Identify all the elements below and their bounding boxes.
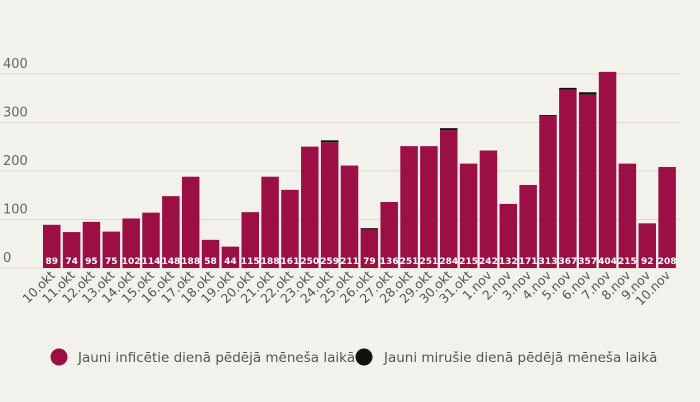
bar-value-label: 208: [658, 257, 677, 267]
bar-value-label: 161: [281, 257, 300, 267]
bar-value-label: 251: [400, 257, 419, 267]
legend-label: Jauni mirušie dienā pēdējā mēneša laikā: [383, 350, 657, 366]
bar-value-label: 74: [65, 257, 78, 267]
bar-infected: [320, 142, 339, 268]
bar-infected: [479, 150, 498, 268]
bar-value-label: 79: [363, 257, 376, 267]
bar-infected: [201, 239, 220, 268]
bar-value-label: 58: [204, 257, 217, 267]
legend-swatch: [355, 348, 373, 366]
bar-infected: [440, 130, 458, 268]
bar-infected: [142, 212, 160, 268]
x-axis-labels: 10.okt11.okt12.okt13.okt14.okt15.okt16.o…: [19, 267, 673, 308]
bar-infected: [102, 231, 121, 268]
bar-deaths: [440, 128, 458, 131]
bar-value-label: 148: [161, 257, 180, 267]
bar-value-label: 89: [45, 257, 58, 267]
bar-infected: [281, 189, 299, 268]
bar-value-label: 114: [142, 257, 161, 267]
bar-value-label: 215: [459, 257, 478, 267]
bar-deaths: [539, 115, 557, 117]
legend-item: Jauni mirušie dienā pēdējā mēneša laikā: [355, 348, 657, 366]
y-axis-ticks: 0 100 200 300 400: [3, 57, 28, 266]
bar-infected: [459, 163, 478, 268]
bar-infected: [241, 212, 259, 268]
bar-value-label: 188: [181, 257, 200, 267]
bar-infected: [380, 201, 398, 268]
bars: [43, 71, 676, 268]
bar-value-label: 102: [122, 257, 141, 267]
bar-value-label: 357: [578, 257, 597, 267]
gridlines: [0, 73, 680, 269]
bar-infected: [43, 224, 61, 268]
y-tick-label: 100: [3, 202, 28, 217]
bar-value-label: 92: [641, 257, 654, 267]
bar-value-label: 215: [618, 257, 637, 267]
bar-value-label: 313: [539, 257, 558, 267]
bar-infected: [340, 165, 359, 268]
bar-infected: [261, 176, 279, 268]
bar-value-label: 259: [320, 257, 339, 267]
bar-value-label: 250: [300, 257, 319, 267]
bar-value-label: 284: [439, 257, 458, 267]
bar-value-label: 115: [241, 257, 260, 267]
bar-infected: [221, 246, 240, 268]
bar-infected: [301, 146, 319, 268]
bar-infected: [539, 116, 557, 268]
bar-infected: [420, 146, 438, 268]
bar-infected: [638, 223, 656, 268]
y-tick-label: 300: [3, 105, 28, 120]
bar-infected: [559, 89, 577, 268]
bar-infected: [658, 167, 676, 268]
bar-infected: [499, 203, 518, 268]
bar-deaths: [559, 87, 577, 90]
bar-infected: [400, 146, 418, 268]
bar-infected: [578, 94, 597, 268]
bar-deaths: [320, 140, 339, 143]
bar-value-label: 44: [224, 257, 237, 267]
bar-infected: [181, 176, 200, 268]
bar-infected: [62, 232, 81, 268]
bar-value-label: 211: [340, 257, 359, 267]
bar-value-label: 95: [85, 257, 98, 267]
legend: Jauni inficētie dienā pēdējā mēneša laik…: [50, 348, 657, 366]
bar-deaths: [360, 228, 379, 230]
bar-value-label: 136: [380, 257, 399, 267]
bar-infected: [122, 218, 140, 268]
legend-item: Jauni inficētie dienā pēdējā mēneša laik…: [50, 348, 355, 366]
y-tick-label: 200: [3, 154, 28, 169]
bar-value-label: 188: [261, 257, 280, 267]
legend-swatch: [50, 348, 68, 366]
bar-infected: [162, 196, 180, 268]
bar-infected: [82, 221, 101, 268]
legend-label: Jauni inficētie dienā pēdējā mēneša laik…: [77, 350, 355, 366]
bar-deaths: [578, 92, 597, 95]
bar-infected: [598, 71, 617, 268]
y-tick-label: 0: [3, 251, 11, 266]
bar-value-label: 171: [519, 257, 538, 267]
bar-value-label: 367: [558, 257, 577, 267]
bar-value-label: 242: [479, 257, 498, 267]
bar-value-labels: 89 74 95 75 102 114 148 188 58 44 115 188 161 250 259 2…: [45, 257, 676, 267]
bar-infected: [519, 184, 537, 268]
bar-value-label: 132: [499, 257, 518, 267]
bar-value-label: 404: [598, 257, 617, 267]
bar-value-label: 75: [105, 257, 118, 267]
bar-infected: [618, 163, 637, 268]
bar-infected: [360, 229, 379, 268]
bar-value-label: 251: [420, 257, 439, 267]
y-tick-label: 400: [3, 57, 28, 72]
